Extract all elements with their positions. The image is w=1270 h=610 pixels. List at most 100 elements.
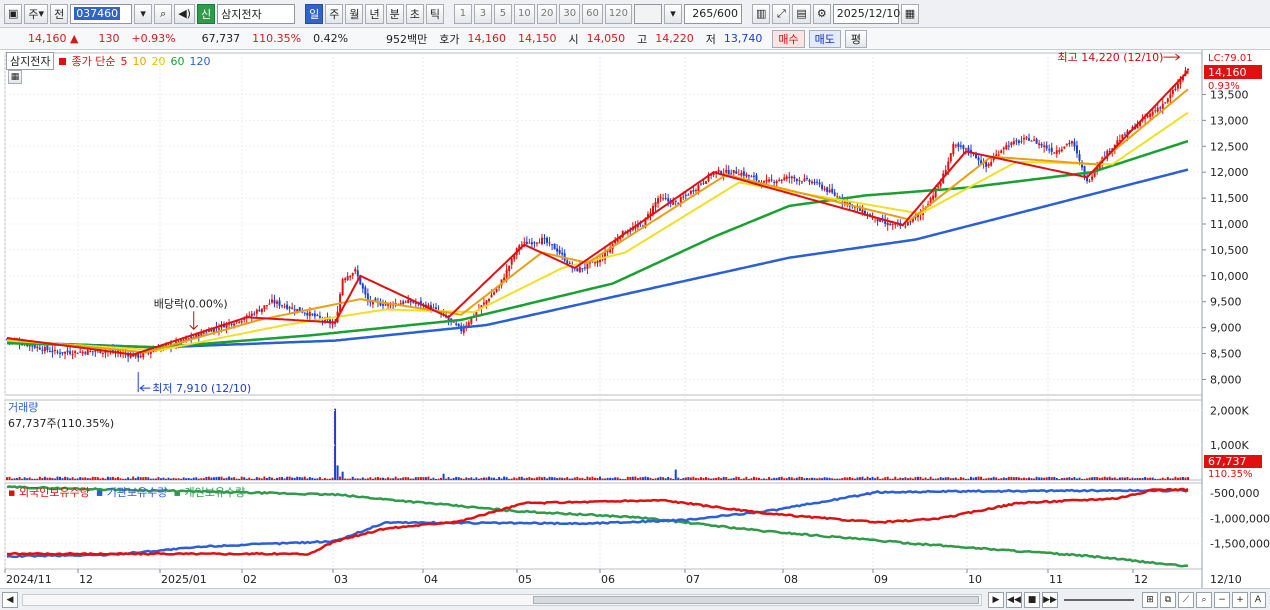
calendar-icon[interactable]: ▦ [900,3,920,24]
volume-bar [361,477,364,480]
candle-body [886,222,889,226]
volume-bar [672,478,675,480]
forward-icon[interactable]: ▶▶ [1042,591,1058,608]
stock-code-input[interactable]: 037460 [70,3,133,24]
save-icon[interactable]: ▤ [792,3,811,24]
scroll-right-icon[interactable]: ▶ [988,591,1004,608]
candle-body [929,198,932,204]
candle-body [964,148,967,150]
candle-body [202,332,205,334]
volume-bar [482,477,485,480]
interval-60[interactable]: 60 [582,3,603,24]
candle-body [876,218,879,222]
period-day[interactable]: 일 [305,3,324,24]
prev-button[interactable]: 전 [50,3,69,24]
legend-ma10[interactable]: 10 [132,54,147,68]
candle-body [331,323,334,325]
indicator-icon[interactable]: ▥ [751,3,771,24]
search-icon[interactable]: ⌕ [154,3,173,24]
period-second[interactable]: 초 [405,3,424,24]
candle-body [56,351,59,353]
compare-icon[interactable]: ⧉ [1160,591,1176,608]
crosshair-icon[interactable]: ⊞ [1142,591,1158,608]
rewind-icon[interactable]: ◀◀ [1006,591,1022,608]
drawing-icon[interactable]: ⤢ [772,3,791,24]
volume-bar [445,478,448,480]
volume-bar [79,477,82,480]
period-year[interactable]: 년 [365,3,384,24]
grid-toggle-icon[interactable]: ▦ [8,70,22,84]
candle-body [278,300,281,306]
layout-icon[interactable]: ▣ [4,3,23,24]
legend-institution[interactable]: ▪ 기관보유수량 [95,486,168,499]
legend-ma120[interactable]: 120 [189,54,211,68]
gear-icon[interactable]: ⚙ [812,3,831,24]
candle-body [31,345,34,347]
scrollbar-thumb[interactable] [533,595,979,604]
volume-bar [578,478,581,480]
legend-ma60[interactable]: 60 [170,54,185,68]
date-axis-label: 07 [686,573,700,586]
view-count-field[interactable]: 265/600 [683,3,742,24]
eval-button[interactable]: 평 [844,29,868,48]
candle-body [646,214,649,218]
turnover-pct: 0.42% [313,32,349,45]
volume-bar [462,478,465,480]
interval-120[interactable]: 120 [604,3,632,24]
stop-icon[interactable]: ■ [1024,591,1040,608]
legend-ma20[interactable]: 20 [151,54,166,68]
candle-body [568,262,571,264]
zoom-in-icon[interactable]: + [1232,591,1248,608]
period-tick[interactable]: 틱 [425,3,444,24]
interval-custom-input[interactable] [633,3,662,24]
buy-button[interactable]: 매수 [772,29,805,48]
volume-bar [697,478,700,480]
interval-20[interactable]: 20 [536,3,558,24]
volume-bar [535,477,538,480]
candle-body [609,247,612,253]
zoom-out-icon[interactable]: − [1214,591,1230,608]
scroll-left-icon[interactable]: ◀ [2,591,18,608]
zoom-slider[interactable] [1064,598,1134,601]
sound-icon[interactable]: ◀) [174,3,195,24]
market-select[interactable]: 주 ▾ [24,3,49,24]
candle-body [702,182,705,184]
period-week[interactable]: 주 [325,3,344,24]
interval-dropdown-icon[interactable]: ▾ [663,3,682,24]
volume-bar [571,478,574,480]
legend-foreign[interactable]: ▪ 외국인보유수량 [8,486,90,499]
date-input[interactable]: 2025/12/10 [832,3,900,24]
volume-bar [81,477,84,480]
font-size-icon[interactable]: A [1250,591,1266,608]
horizontal-scrollbar[interactable] [22,593,982,606]
legend-ma5[interactable]: 5 [120,54,128,68]
candle-body [490,294,493,298]
volume-bar [270,477,273,480]
candle-body [467,322,470,327]
volume-bar [588,477,591,480]
volume-bar [957,478,960,480]
magnify-icon[interactable]: ⌕ [1196,591,1212,608]
volume-bar [1126,477,1129,480]
volume-bar [434,478,437,480]
candle-body [755,175,758,181]
interval-5[interactable]: 5 [493,3,512,24]
price-chart[interactable]: 13,500 13,000 12,500 12,000 11,500 11,000 10,5… [0,50,1270,610]
sell-button[interactable]: 매도 [808,29,841,48]
interval-10[interactable]: 10 [513,3,535,24]
volume-bar [808,478,811,480]
volume-bar [916,476,919,480]
interval-1[interactable]: 1 [453,3,472,24]
trend-icon[interactable]: ⟋ [1178,591,1194,608]
interval-3[interactable]: 3 [473,3,492,24]
volume-bar [6,477,8,480]
period-month[interactable]: 월 [345,3,364,24]
candle-body [260,308,263,313]
stock-name-field[interactable]: 삼지전자 [217,3,296,24]
candle-body [223,324,226,328]
period-minute[interactable]: 분 [385,3,404,24]
interval-30[interactable]: 30 [559,3,581,24]
candle-body [503,277,506,281]
legend-individual[interactable]: ▪ 개인보유수량 [173,486,246,499]
code-dropdown-icon[interactable]: ▾ [134,3,153,24]
